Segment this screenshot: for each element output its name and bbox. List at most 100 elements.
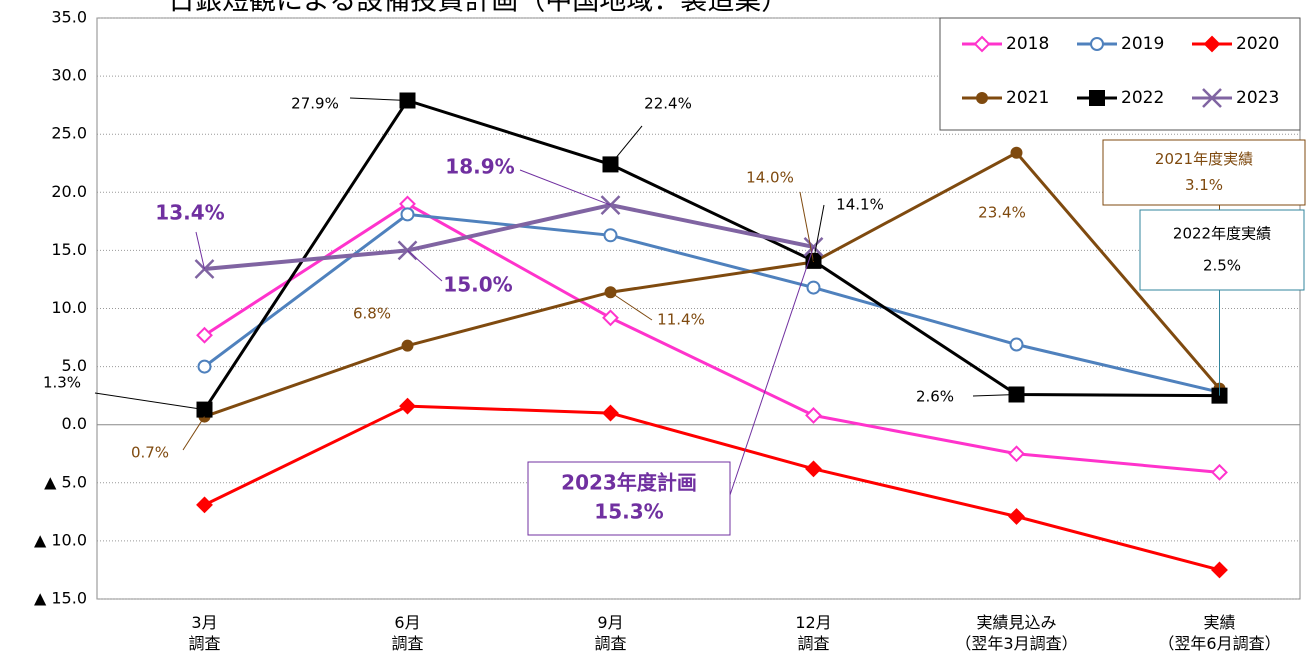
legend-box	[939, 17, 1301, 131]
legend-item: 2021	[962, 88, 1049, 108]
series-line	[203, 98, 1220, 411]
callout-box	[527, 461, 731, 536]
data-label: 13.4%	[155, 201, 224, 225]
marker	[1203, 35, 1221, 53]
callout-title: 2021年度実績	[1155, 150, 1253, 168]
callout-box	[1102, 139, 1306, 206]
marker	[1010, 146, 1023, 159]
y-tick-label: 10.0	[51, 298, 87, 317]
data-label: 1.3%	[43, 374, 81, 392]
marker	[1009, 337, 1024, 352]
chart-title: 日銀短観による設備投資計画（中国地域：製造業）	[168, 0, 788, 17]
y-tick-label: ▲ 15.0	[34, 589, 87, 608]
y-tick-label: 35.0	[51, 8, 87, 27]
marker	[400, 207, 415, 222]
leader-line	[729, 246, 814, 496]
legend-item: 2019	[1077, 34, 1164, 54]
marker	[976, 92, 988, 104]
leader-line	[799, 191, 814, 263]
marker	[805, 406, 822, 424]
marker	[1090, 37, 1104, 51]
series-line	[203, 202, 1220, 474]
marker	[1008, 445, 1025, 463]
marker	[603, 228, 618, 243]
series-line	[203, 212, 1220, 394]
data-label: 11.4%	[657, 311, 705, 329]
data-label: 2.6%	[916, 388, 954, 406]
marker	[1089, 90, 1105, 106]
marker	[197, 359, 212, 374]
callout-title: 2023年度計画	[561, 470, 697, 494]
leader-line	[813, 204, 825, 261]
leader-line	[972, 393, 1017, 397]
series	[197, 207, 1227, 400]
data-label: 23.4%	[978, 204, 1026, 222]
marker	[602, 404, 619, 422]
legend-label: 2020	[1236, 34, 1279, 54]
marker	[1202, 88, 1222, 108]
y-tick-label: 5.0	[62, 356, 87, 375]
x-tick-label: 6月 調査	[391, 613, 424, 653]
leader-line	[94, 392, 205, 411]
y-tick-label: 25.0	[51, 124, 87, 143]
marker	[1211, 561, 1228, 579]
legend-item: 2023	[1192, 88, 1279, 108]
marker	[196, 496, 213, 514]
marker	[401, 339, 414, 352]
data-label: 6.8%	[353, 305, 391, 323]
series-line	[204, 203, 814, 271]
leader-line	[349, 97, 408, 102]
data-label: 14.1%	[836, 196, 884, 214]
data-label: 3.1%	[1185, 176, 1223, 194]
marker	[1211, 463, 1228, 481]
data-label: 0.7%	[131, 444, 169, 462]
callout-box	[1139, 209, 1305, 291]
legend-label: 2019	[1121, 34, 1164, 54]
marker	[399, 397, 416, 415]
leader-line	[182, 416, 205, 451]
x-tick-label: 3月 調査	[188, 613, 221, 653]
series	[196, 195, 1228, 481]
leader-line	[195, 231, 205, 270]
legend-label: 2023	[1236, 88, 1279, 108]
series	[198, 146, 1226, 423]
y-tick-label: 15.0	[51, 240, 87, 259]
series	[196, 397, 1228, 579]
callout-title: 2022年度実績	[1173, 225, 1271, 243]
legend-label: 2022	[1121, 88, 1164, 108]
marker	[973, 35, 991, 53]
marker	[806, 280, 821, 295]
marker	[196, 326, 213, 344]
data-label: 2.5%	[1203, 257, 1241, 275]
series-line	[204, 150, 1221, 418]
series-line	[203, 404, 1220, 572]
y-tick-label: 20.0	[51, 182, 87, 201]
marker	[1008, 508, 1025, 525]
x-tick-label: 12月 調査	[795, 613, 832, 653]
legend-label: 2021	[1006, 88, 1049, 108]
y-tick-label: ▲ 5.0	[44, 472, 87, 491]
y-tick-label: ▲ 10.0	[34, 530, 87, 549]
leader-line	[407, 250, 443, 282]
leader-line	[610, 125, 643, 165]
x-tick-label: 実績 （翌年6月調査）	[1158, 613, 1281, 653]
legend-label: 2018	[1006, 34, 1049, 54]
leader-line	[610, 291, 653, 321]
legend-item: 2022	[1077, 88, 1164, 108]
y-tick-label: 0.0	[62, 414, 87, 433]
legend-item: 2020	[1192, 34, 1279, 54]
data-label: 15.0%	[443, 273, 512, 297]
x-tick-label: 9月 調査	[594, 613, 627, 653]
data-label: 22.4%	[644, 95, 692, 113]
leader-line	[519, 169, 611, 206]
data-label: 15.3%	[594, 500, 663, 524]
data-label: 27.9%	[291, 95, 339, 113]
legend-item: 2018	[962, 34, 1049, 54]
data-label: 18.9%	[445, 155, 514, 179]
marker	[805, 460, 822, 478]
y-tick-label: 30.0	[51, 66, 87, 85]
data-label: 14.0%	[746, 169, 794, 187]
marker	[602, 309, 619, 327]
